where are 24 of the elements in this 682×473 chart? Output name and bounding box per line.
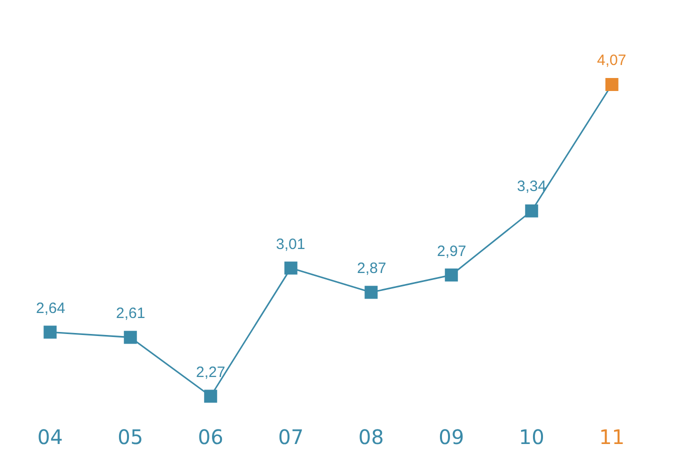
data-label: 2,97	[437, 243, 466, 260]
point	[605, 78, 618, 91]
point	[444, 268, 458, 282]
data-label: 4,07	[597, 52, 626, 69]
data-label: 2,64	[36, 300, 66, 317]
x-tick-label: 08	[358, 425, 384, 449]
data-label: 2,87	[357, 260, 386, 277]
x-tick-label: 07	[278, 425, 304, 449]
x-tick-label: 11	[599, 425, 625, 449]
point	[124, 330, 137, 344]
point	[364, 286, 378, 299]
point	[284, 262, 298, 275]
data-label: 2,27	[196, 364, 226, 381]
point	[204, 390, 218, 403]
point	[525, 204, 538, 218]
data-label: 3,01	[276, 236, 306, 253]
data-label: 2,61	[116, 305, 146, 322]
point	[44, 326, 57, 339]
x-tick-label: 06	[198, 425, 224, 449]
x-tick-label: 09	[438, 425, 464, 449]
x-tick-label: 10	[518, 425, 544, 449]
data-label: 3,34	[517, 178, 546, 195]
x-tick-label: 05	[118, 425, 144, 449]
x-tick-label: 04	[37, 425, 63, 449]
